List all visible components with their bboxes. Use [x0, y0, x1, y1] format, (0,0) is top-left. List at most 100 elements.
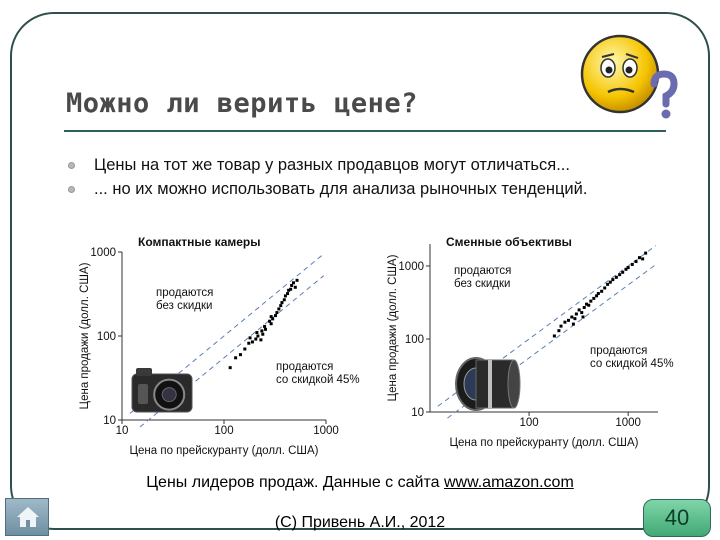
data-point	[552, 334, 556, 338]
data-point	[268, 319, 272, 323]
guide-line-discount-45	[447, 264, 657, 419]
data-point	[614, 275, 618, 279]
data-point	[254, 337, 258, 341]
data-point	[269, 315, 273, 319]
data-point	[286, 292, 290, 296]
data-point	[603, 286, 607, 290]
bullet-dot-icon	[68, 162, 75, 169]
data-point	[589, 299, 593, 303]
data-point	[234, 356, 238, 360]
data-point	[271, 317, 275, 321]
confused-smiley-icon	[580, 34, 678, 119]
chart-svg: Компактные камеры 10 100 1000 10 100 1000 Цена …	[79, 235, 360, 457]
data-point	[256, 334, 260, 338]
x-axis-label: Цена по прейскуранту (долл. США)	[450, 437, 639, 449]
data-point	[563, 320, 567, 324]
camera-grip	[138, 384, 148, 404]
data-point	[247, 341, 251, 345]
bullet-text: ... но их можно использовать для анализа…	[94, 180, 588, 198]
data-point	[295, 278, 299, 282]
lens-ring-stripe	[488, 360, 492, 408]
data-point	[606, 282, 610, 286]
chart-compact-cameras: Компактные камеры 10 100 1000 10 100 1000 Цена …	[56, 232, 372, 464]
y-tick-label: 100	[405, 334, 424, 346]
data-point	[248, 336, 252, 340]
data-point	[260, 329, 264, 333]
data-point	[255, 331, 259, 335]
data-point	[263, 324, 267, 328]
data-point	[275, 311, 279, 315]
data-point	[585, 302, 589, 306]
chart-caption: Цены лидеров продаж. Данные с сайта www.…	[0, 474, 720, 492]
data-point	[595, 294, 599, 298]
data-point	[611, 278, 615, 282]
label-discount-45: со скидкой 45%	[590, 358, 674, 370]
data-point	[259, 338, 263, 342]
compact-camera-photo	[131, 368, 193, 413]
footer-copyright: (С) Привень А.И., 2012	[274, 514, 446, 531]
data-point	[263, 327, 267, 331]
data-point	[283, 294, 287, 298]
source-link[interactable]: www.amazon.com	[443, 474, 574, 491]
label-no-discount: продаются	[156, 287, 213, 299]
data-point	[274, 314, 278, 318]
data-point	[571, 322, 575, 326]
label-no-discount: без скидки	[454, 278, 510, 290]
y-axis-label: Цена продажи (долл. США)	[79, 262, 91, 409]
chart-title: Компактные камеры	[138, 235, 261, 249]
data-point	[261, 332, 265, 336]
guide-line-no-discount	[129, 253, 325, 414]
x-tick-label: 10	[116, 425, 129, 437]
caption-text: Цены лидеров продаж. Данные с сайта	[146, 474, 444, 491]
data-point	[559, 324, 563, 328]
y-tick-label: 10	[103, 415, 116, 427]
slide-title: Можно ли верить цене?	[66, 88, 418, 119]
data-point	[621, 270, 625, 274]
data-point	[634, 260, 638, 264]
data-point	[243, 347, 247, 351]
data-point	[637, 256, 641, 260]
data-point	[626, 266, 630, 270]
lens-mount	[507, 359, 521, 409]
bullet-list: Цены на тот же товар у разных продавцов …	[64, 155, 587, 203]
data-point	[630, 262, 634, 266]
data-point	[581, 315, 585, 319]
data-point	[289, 287, 293, 291]
data-point	[600, 289, 604, 293]
camera-lens-glass	[161, 387, 177, 403]
camera-lens-photo	[455, 357, 521, 411]
home-icon	[17, 507, 39, 527]
y-tick-label: 100	[97, 331, 116, 343]
data-point	[644, 251, 648, 255]
data-point	[592, 296, 596, 300]
data-point	[596, 291, 600, 295]
x-tick-label: 100	[214, 425, 233, 437]
y-tick-label: 10	[411, 407, 424, 419]
chart-svg: Сменные объективы 100 1000 10 100 1000 Цена по…	[387, 235, 674, 449]
label-discount-45: со скидкой 45%	[276, 374, 360, 386]
home-button[interactable]	[5, 498, 49, 536]
data-point	[618, 273, 622, 277]
label-no-discount: продаются	[454, 265, 511, 277]
x-tick-label: 1000	[615, 417, 641, 429]
data-point	[577, 308, 581, 312]
data-point	[582, 305, 586, 309]
chart-title: Сменные объективы	[446, 235, 572, 249]
data-point	[557, 329, 561, 333]
page-number-badge: 40	[643, 499, 711, 537]
label-discount-45: продаются	[590, 345, 647, 357]
data-point	[269, 322, 273, 326]
title-divider	[64, 130, 666, 132]
x-tick-label: 1000	[313, 425, 339, 437]
data-point	[250, 340, 254, 344]
y-tick-label: 1000	[90, 247, 116, 259]
data-point	[279, 304, 283, 308]
data-point	[282, 298, 286, 302]
data-point	[580, 311, 584, 315]
camera-flash	[136, 368, 152, 376]
data-point	[280, 301, 284, 305]
x-tick-label: 100	[519, 417, 538, 429]
bullet-item: Цены на тот же товар у разных продавцов …	[64, 155, 587, 179]
y-axis-label: Цена продажи (долл. США)	[387, 254, 399, 401]
data-point	[228, 366, 232, 370]
